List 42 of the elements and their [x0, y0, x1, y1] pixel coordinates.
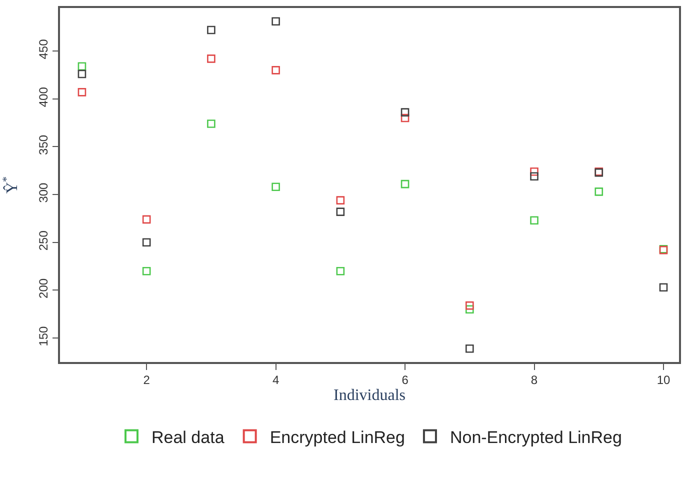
point	[142, 215, 151, 224]
point	[659, 283, 668, 292]
y-tick-label: 350	[36, 134, 50, 155]
point	[466, 344, 474, 353]
point	[142, 266, 151, 276]
point	[466, 301, 474, 310]
point	[336, 196, 345, 204]
legend-label: Encrypted LinReg	[270, 428, 405, 447]
y-tick-label: 450	[36, 38, 50, 60]
point	[594, 188, 604, 196]
point	[272, 17, 280, 26]
legend-label: Non-Encrypted LinReg	[450, 428, 622, 447]
x-tick-label: 8	[530, 373, 538, 388]
point	[207, 120, 216, 128]
point	[78, 88, 86, 96]
x-tick-label: 6	[402, 373, 409, 388]
legend-label: Real data	[152, 428, 225, 447]
x-tick-label: 2	[143, 373, 150, 388]
point	[78, 70, 86, 78]
x-axis-title: Individuals	[334, 387, 406, 404]
point	[530, 172, 538, 181]
y-tick-label: 400	[36, 86, 50, 108]
point	[272, 182, 280, 192]
x-tick-label: 10	[656, 373, 670, 388]
point	[530, 167, 538, 176]
point	[530, 216, 538, 225]
point	[466, 305, 474, 314]
y-tick-label: 150	[36, 326, 50, 346]
y-tick-label: 300	[36, 182, 50, 203]
point	[272, 66, 280, 74]
point	[400, 180, 410, 188]
point	[207, 54, 216, 63]
point	[400, 108, 410, 116]
point	[336, 266, 345, 276]
y-tick-label: 250	[36, 230, 50, 251]
y-tick-label: 200	[36, 278, 50, 298]
point	[78, 62, 86, 71]
point	[400, 114, 410, 122]
x-tick-label: 4	[272, 373, 280, 388]
point	[207, 26, 216, 34]
point	[142, 238, 151, 247]
point	[336, 208, 345, 216]
